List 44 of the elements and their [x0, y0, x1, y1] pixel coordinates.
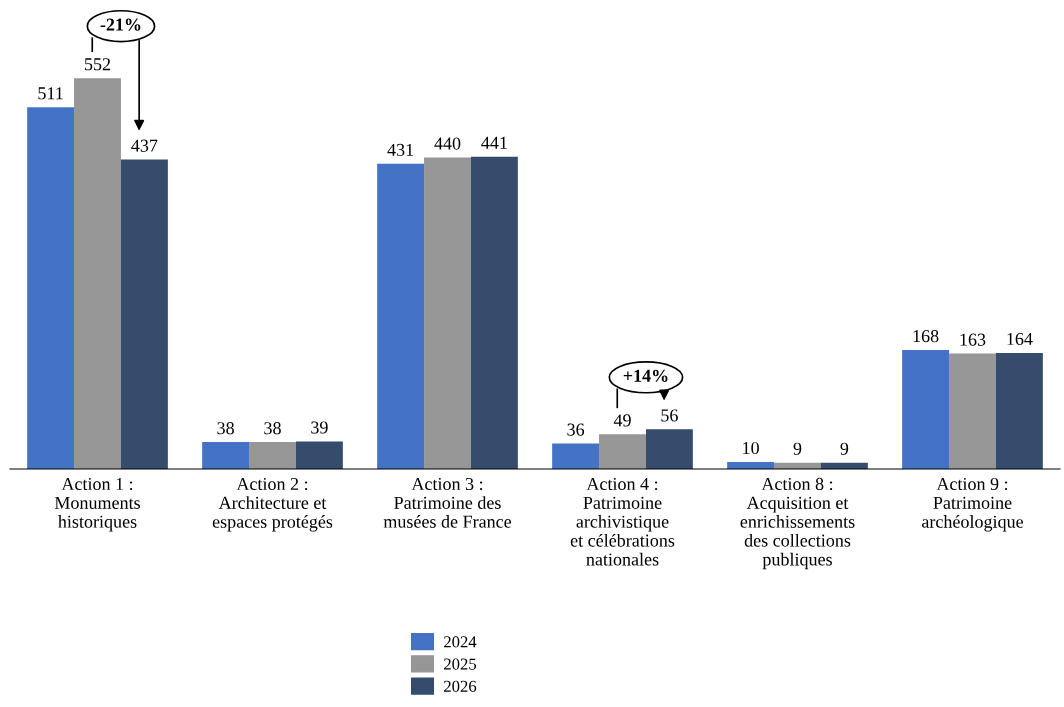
- text: -21%: [100, 18, 141, 31]
- annotation: +14%: [623, 369, 668, 382]
- bar: [202, 442, 250, 469]
- bar: [552, 443, 600, 469]
- bar: [949, 353, 996, 469]
- bar: [470, 156, 518, 469]
- data-label: 437: [131, 139, 158, 152]
- data-label: 9: [793, 442, 802, 455]
- data-label: 38: [217, 422, 234, 435]
- bar: [995, 352, 1043, 469]
- x-tick-label: Action 4 : Patrimoine archivistique et célébrations nationales: [570, 477, 675, 566]
- data-label: 36: [567, 423, 585, 436]
- data-label: 441: [481, 136, 507, 149]
- data-label: 38: [264, 422, 281, 435]
- bar: [74, 78, 121, 469]
- data-label: 39: [311, 421, 328, 434]
- x-tick-label: Action 8 : Acquisition et enrichissements des collections publiques: [740, 477, 855, 570]
- data-label: 49: [613, 414, 631, 427]
- bar: [424, 157, 471, 469]
- data-label: 511: [38, 87, 63, 100]
- legend-label: 2024: [444, 636, 477, 648]
- bar: [645, 429, 693, 469]
- bar: [27, 107, 75, 469]
- bar: [377, 163, 425, 469]
- data-label: 168: [913, 330, 939, 343]
- data-label: 56: [661, 409, 678, 422]
- legend-label: 2025: [444, 658, 477, 670]
- x-tick-label: Action 2 : Architecture et espaces protégés: [212, 477, 333, 532]
- data-label: 431: [387, 143, 414, 156]
- bar: [902, 350, 950, 469]
- bar: [295, 441, 343, 469]
- data-label: 163: [960, 333, 986, 346]
- x-tick-label: Action 3 : Patrimoine des musées de France: [383, 477, 512, 528]
- bar: [599, 434, 646, 469]
- bar: [249, 442, 296, 469]
- data-label: 440: [434, 137, 461, 150]
- data-label: 9: [840, 442, 849, 455]
- data-label: 10: [743, 441, 759, 455]
- data-label: 164: [1007, 332, 1033, 346]
- x-tick-label: Action 1 : Monuments historiques: [54, 477, 140, 532]
- x-tick-label: Action 9 : Patrimoine archéologique: [922, 477, 1024, 532]
- data-label: 552: [85, 58, 111, 71]
- bar: [120, 159, 168, 469]
- legend-label: 2026: [444, 680, 477, 692]
